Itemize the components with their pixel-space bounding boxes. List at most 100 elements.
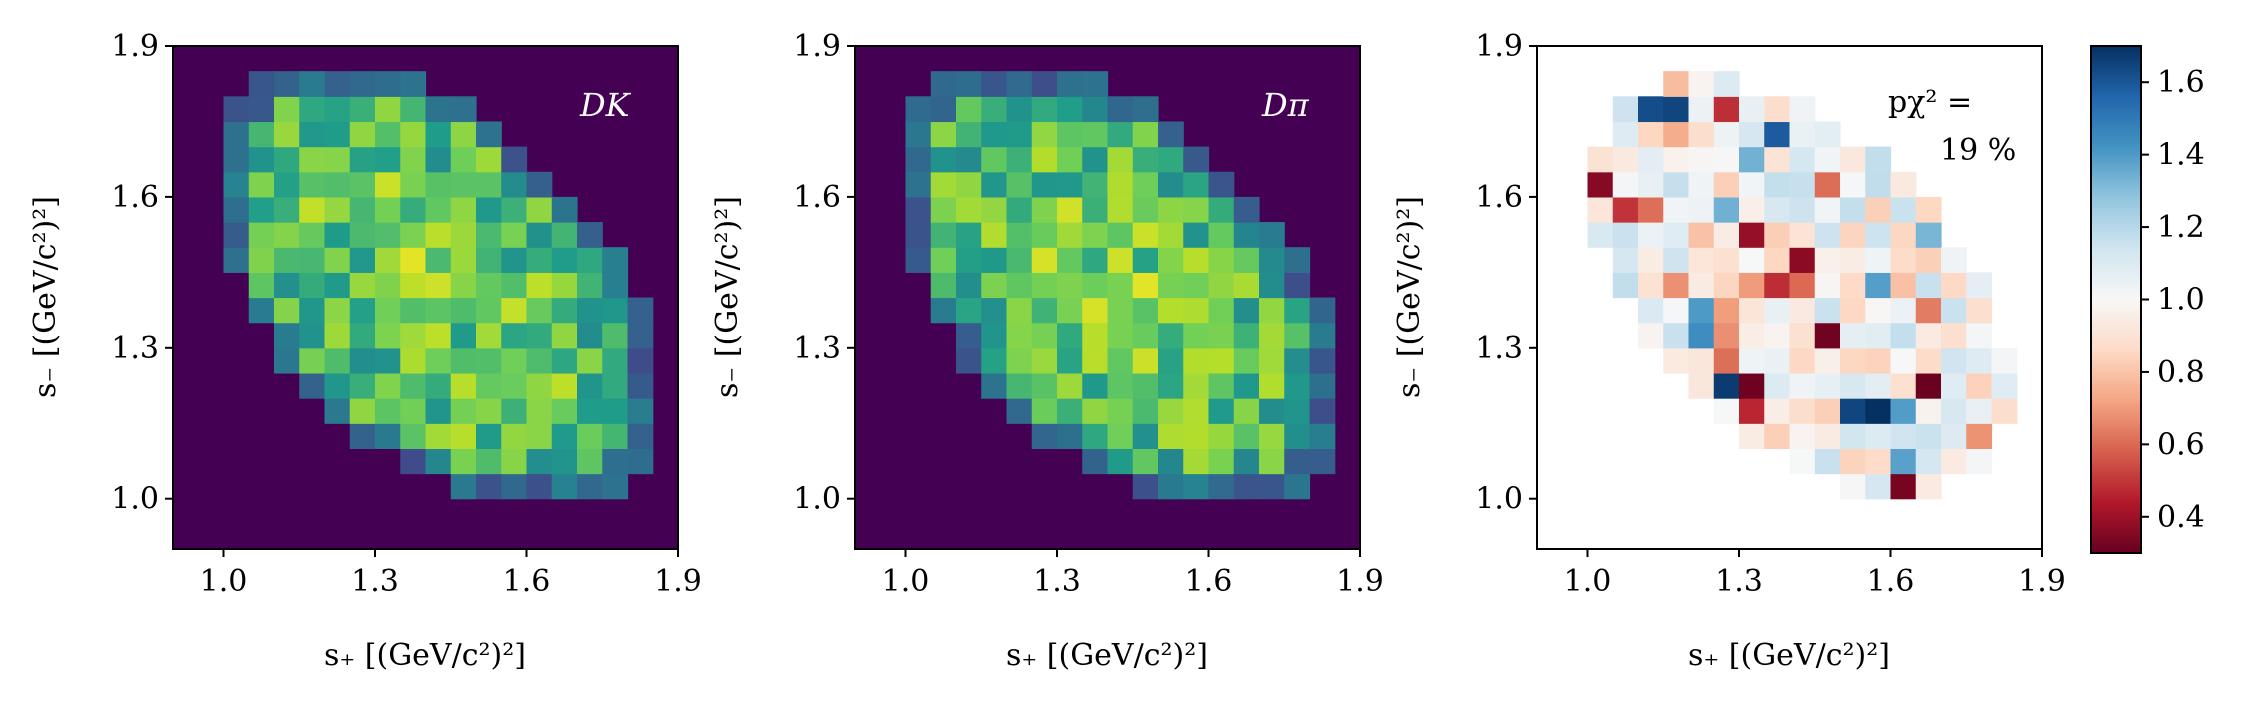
heatmap-cell (627, 372, 654, 399)
heatmap-cell (375, 372, 401, 399)
ratio-cell (1663, 322, 1690, 349)
y-tick-label: 1.9 (793, 29, 841, 64)
y-tick-label: 1.0 (1475, 482, 1523, 517)
ratio-cell (1739, 297, 1765, 324)
heatmap-cell (324, 372, 351, 399)
x-tick-label: 1.9 (2018, 564, 2066, 599)
y-tick-label: 1.3 (1475, 331, 1523, 366)
heatmap-cell (450, 272, 477, 299)
heatmap-cell (1107, 448, 1134, 475)
heatmap-cell (1132, 347, 1159, 374)
ratio-cell (1840, 171, 1866, 198)
heatmap-cell (1006, 171, 1033, 198)
heatmap-cell (1006, 297, 1033, 324)
ratio-cell (1663, 272, 1690, 299)
ratio-cell (1688, 272, 1715, 299)
heatmap-cell (223, 222, 250, 248)
heatmap-cell (1107, 196, 1134, 223)
heatmap-cell (248, 96, 275, 123)
y-tick-label: 1.0 (111, 482, 159, 517)
heatmap-cell (526, 322, 553, 349)
heatmap-cell (400, 322, 427, 349)
heatmap-cell (627, 398, 654, 424)
heatmap-cell (425, 398, 452, 424)
heatmap-cell (501, 372, 528, 399)
heatmap-cell (501, 448, 528, 475)
panel-dpi-frame (854, 45, 1361, 550)
heatmap-cell (1183, 222, 1210, 248)
y-tick-label: 1.6 (793, 180, 841, 215)
ratio-cell (1941, 398, 1967, 424)
ratio-cell (1764, 146, 1791, 173)
heatmap-cell (930, 222, 957, 248)
ratio-cell (1941, 247, 1967, 273)
heatmap-cell (1132, 146, 1159, 173)
heatmap-cell (324, 247, 351, 273)
ratio-cell (1789, 372, 1816, 399)
ratio-cell (1865, 473, 1892, 500)
ratio-cell (1663, 247, 1690, 273)
heatmap-cell (1259, 448, 1285, 475)
heatmap-cell (450, 398, 477, 424)
heatmap-cell (223, 96, 250, 123)
heatmap-cell (602, 423, 629, 449)
ratio-cell (1865, 146, 1892, 173)
heatmap-cell (1057, 71, 1083, 97)
heatmap-cell (1082, 272, 1109, 299)
ratio-cell (1840, 272, 1866, 299)
ratio-cell (1789, 171, 1816, 198)
heatmap-cell (1259, 423, 1285, 449)
heatmap-cell (1132, 448, 1159, 475)
heatmap-cell (1132, 423, 1159, 449)
ratio-cell (1840, 196, 1866, 223)
heatmap-cell (1031, 297, 1058, 324)
heatmap-cell (400, 171, 427, 198)
heatmap-cell (299, 297, 326, 324)
heatmap-cell (375, 146, 401, 173)
heatmap-cell (349, 247, 376, 273)
ratio-cell (1739, 423, 1765, 449)
heatmap-cell (1233, 398, 1260, 424)
heatmap-cell (981, 272, 1008, 299)
heatmap-cell (1132, 272, 1159, 299)
heatmap-cell (956, 121, 982, 148)
colorbar: 0.4 0.6 0.8 1.0 1.2 1.4 1.6 (2090, 45, 2205, 554)
heatmap-cell (1158, 247, 1184, 273)
heatmap-cell (274, 347, 300, 374)
heatmap-cell (1031, 71, 1058, 97)
heatmap-cell (1132, 96, 1159, 123)
heatmap-cell (602, 247, 629, 273)
ratio-cell (1764, 347, 1791, 374)
heatmap-cell (526, 171, 553, 198)
ratio-cell (1890, 398, 1917, 424)
heatmap-cell (375, 398, 401, 424)
heatmap-cell (1183, 247, 1210, 273)
heatmap-cell (425, 272, 452, 299)
ratio-cell (1713, 322, 1740, 349)
ratio-cell (1814, 247, 1841, 273)
heatmap-cell (1082, 448, 1109, 475)
heatmap-cell (956, 247, 982, 273)
heatmap-cell (981, 171, 1008, 198)
ratio-cell (1890, 297, 1917, 324)
ratio-cell (1612, 171, 1639, 198)
heatmap-cell (551, 347, 578, 374)
heatmap-cell (349, 398, 376, 424)
p-chi2-label: pχ² = (1888, 85, 1972, 120)
heatmap-cell (905, 121, 932, 148)
heatmap-cell (981, 347, 1008, 374)
heatmap-cell (324, 297, 351, 324)
heatmap-cell (1183, 423, 1210, 449)
ratio-cell (1739, 247, 1765, 273)
ratio-cell (1915, 322, 1942, 349)
heatmap-cell (930, 171, 957, 198)
heatmap-cell (349, 171, 376, 198)
x-tick-label: 1.9 (1336, 564, 1384, 599)
heatmap-cell (1259, 473, 1285, 500)
ratio-cell (1688, 96, 1715, 123)
heatmap-cell (501, 297, 528, 324)
heatmap-cell (1208, 297, 1235, 324)
heatmap-cell (476, 222, 502, 248)
heatmap-cell (1132, 372, 1159, 399)
heatmap-cell (1208, 196, 1235, 223)
